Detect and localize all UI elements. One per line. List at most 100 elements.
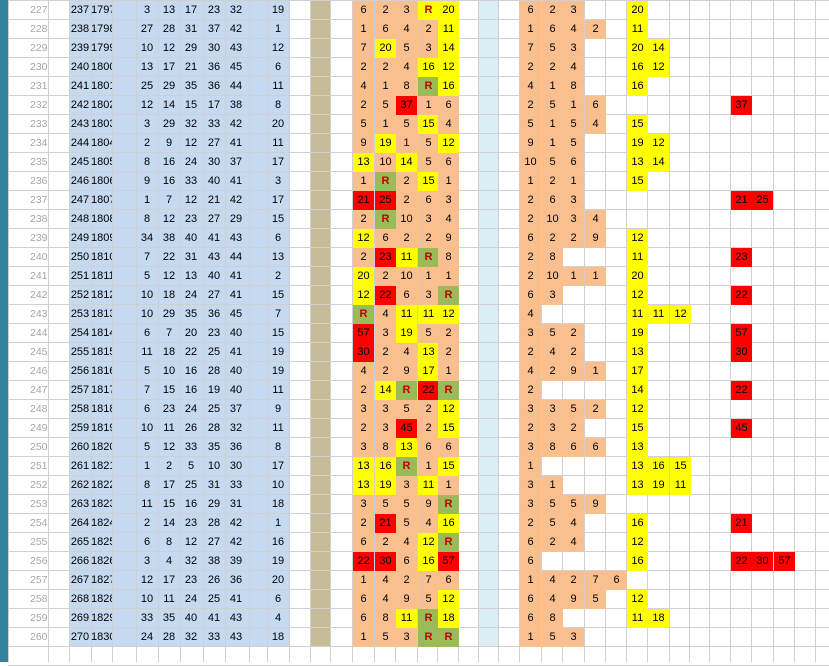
drawn-number-cell[interactable]: 37 <box>229 156 243 168</box>
low-gap-cell[interactable]: 3 <box>542 400 563 419</box>
draw-number-cell[interactable]: 1805 <box>91 156 112 168</box>
gap-value-cell[interactable]: 14 <box>396 153 417 172</box>
gap-value-cell[interactable]: 3 <box>375 324 396 343</box>
low-gap-cell[interactable]: 6 <box>542 191 563 210</box>
gap-value-cell[interactable]: R <box>418 77 439 96</box>
extra-number-cell[interactable]: 19 <box>271 4 285 16</box>
gap-value-cell[interactable]: 4 <box>418 514 439 533</box>
drawn-number-cell[interactable]: 8 <box>165 536 173 548</box>
gap-value-cell[interactable]: 30 <box>375 552 396 571</box>
low-gap-cell[interactable]: 2 <box>563 419 584 438</box>
gap-value-cell[interactable]: 2 <box>396 571 417 590</box>
gap-value-cell[interactable]: 1 <box>396 134 417 153</box>
gap-value-cell[interactable]: 15 <box>438 457 459 476</box>
low-gap-cell[interactable]: 5 <box>563 115 584 134</box>
extra-number-cell[interactable]: 15 <box>271 289 285 301</box>
extra-number-cell[interactable]: 17 <box>271 194 285 206</box>
gap-value-cell[interactable]: 10 <box>396 210 417 229</box>
gap-value-cell[interactable]: 15 <box>418 172 439 191</box>
drawn-number-cell[interactable]: 27 <box>207 536 221 548</box>
low-gap-cell[interactable]: 10 <box>520 153 541 172</box>
draw-number-cell[interactable]: 1797 <box>91 4 112 16</box>
gap-value-cell[interactable]: 16 <box>375 457 396 476</box>
gap-value-cell[interactable]: 20 <box>438 1 459 20</box>
low-gap-cell[interactable]: 2 <box>563 324 584 343</box>
draw-id-cell[interactable]: 241 <box>70 80 90 92</box>
low-gap-cell[interactable]: 5 <box>542 324 563 343</box>
gap-value-cell[interactable]: 6 <box>353 533 374 552</box>
low-gap-cell[interactable]: 2 <box>542 362 563 381</box>
drawn-number-cell[interactable]: 25 <box>207 403 221 415</box>
gap-value-cell[interactable]: 13 <box>353 153 374 172</box>
drawn-number-cell[interactable]: 25 <box>207 346 221 358</box>
gap-value-cell[interactable]: 1 <box>438 476 459 495</box>
drawn-number-cell[interactable]: 40 <box>229 365 243 377</box>
drawn-number-cell[interactable]: 7 <box>143 251 151 263</box>
gap-value-cell[interactable]: 4 <box>375 590 396 609</box>
drawn-number-cell[interactable]: 33 <box>207 631 221 643</box>
gap-value-cell[interactable]: 4 <box>438 210 459 229</box>
gap-value-cell[interactable]: 19 <box>375 134 396 153</box>
drawn-number-cell[interactable]: 29 <box>184 42 198 54</box>
extra-number-cell[interactable]: 17 <box>271 156 285 168</box>
overdue-gap-cell[interactable]: 21 <box>731 514 752 533</box>
draw-id-cell[interactable]: 267 <box>70 574 90 586</box>
gap-value-cell[interactable]: 18 <box>438 609 459 628</box>
low-gap-cell[interactable]: 9 <box>585 229 606 248</box>
gap-value-cell[interactable]: R <box>418 248 439 267</box>
draw-number-cell[interactable]: 1806 <box>91 175 112 187</box>
drawn-number-cell[interactable]: 32 <box>184 118 198 130</box>
row-number[interactable]: 230 <box>30 61 48 73</box>
row-number[interactable]: 232 <box>30 99 48 111</box>
low-gap-cell[interactable]: 4 <box>563 514 584 533</box>
low-gap-cell[interactable]: 6 <box>520 1 541 20</box>
low-gap-cell[interactable]: 6 <box>606 571 627 590</box>
drawn-number-cell[interactable]: 23 <box>162 403 176 415</box>
extra-number-cell[interactable]: 13 <box>271 251 285 263</box>
gap-value-cell[interactable]: 23 <box>375 248 396 267</box>
gap-value-cell[interactable]: 11 <box>396 305 417 324</box>
drawn-number-cell[interactable]: 32 <box>229 4 243 16</box>
gap-value-cell[interactable]: 17 <box>418 362 439 381</box>
low-gap-cell[interactable]: 5 <box>542 39 563 58</box>
row-number[interactable]: 244 <box>30 327 48 339</box>
drawn-number-cell[interactable]: 1 <box>143 460 151 472</box>
drawn-number-cell[interactable]: 13 <box>162 4 176 16</box>
low-gap-cell[interactable]: 4 <box>563 533 584 552</box>
gap-value-cell[interactable]: 5 <box>418 153 439 172</box>
drawn-number-cell[interactable]: 43 <box>229 42 243 54</box>
extra-number-cell[interactable]: 4 <box>274 612 282 624</box>
gap-value-cell[interactable]: 1 <box>438 172 459 191</box>
drawn-number-cell[interactable]: 6 <box>143 327 151 339</box>
drawn-number-cell[interactable]: 29 <box>229 213 243 225</box>
drawn-number-cell[interactable]: 14 <box>162 99 176 111</box>
drawn-number-cell[interactable]: 7 <box>143 384 151 396</box>
drawn-number-cell[interactable]: 43 <box>229 631 243 643</box>
gap-value-cell[interactable]: 12 <box>353 229 374 248</box>
drawn-number-cell[interactable]: 12 <box>162 441 176 453</box>
drawn-number-cell[interactable]: 40 <box>207 175 221 187</box>
gap-value-cell[interactable]: 14 <box>375 381 396 400</box>
gap-value-cell[interactable]: 11 <box>396 248 417 267</box>
gap-value-cell[interactable]: 15 <box>438 419 459 438</box>
low-gap-cell[interactable]: 4 <box>585 210 606 229</box>
gap-value-cell[interactable]: 2 <box>418 419 439 438</box>
drawn-number-cell[interactable]: 6 <box>143 403 151 415</box>
gap-value-cell[interactable]: R <box>353 305 374 324</box>
high-gap-cell[interactable]: 13 <box>627 438 648 457</box>
drawn-number-cell[interactable]: 41 <box>229 137 243 149</box>
drawn-number-cell[interactable]: 12 <box>140 574 154 586</box>
gap-value-cell[interactable]: 22 <box>418 381 439 400</box>
drawn-number-cell[interactable]: 5 <box>143 365 151 377</box>
high-gap-cell[interactable]: 19 <box>627 324 648 343</box>
drawn-number-cell[interactable]: 25 <box>140 80 154 92</box>
drawn-number-cell[interactable]: 17 <box>162 61 176 73</box>
draw-id-cell[interactable]: 237 <box>70 4 90 16</box>
drawn-number-cell[interactable]: 1 <box>143 194 151 206</box>
low-gap-cell[interactable]: 2 <box>520 58 541 77</box>
low-gap-cell[interactable]: 6 <box>520 609 541 628</box>
row-number[interactable]: 247 <box>30 384 48 396</box>
draw-id-cell[interactable]: 264 <box>70 517 90 529</box>
